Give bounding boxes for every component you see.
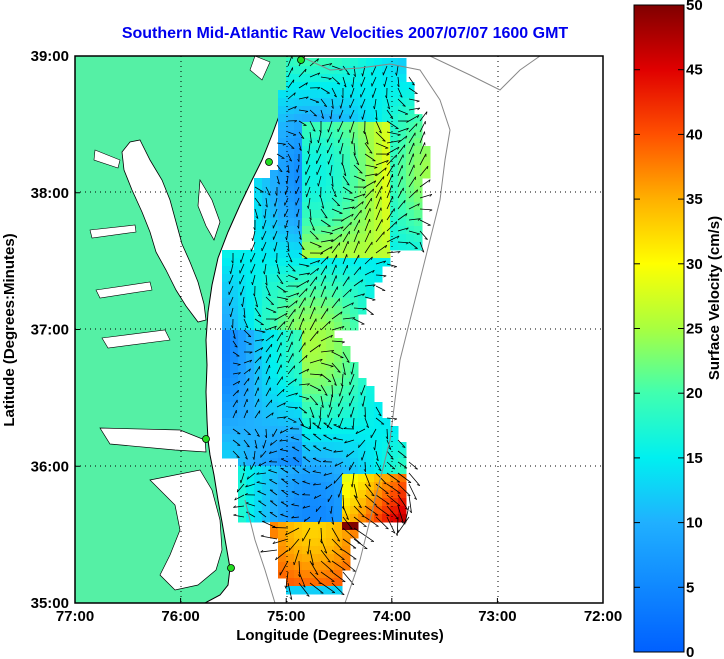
colorbar-tick-label: 0: [686, 644, 694, 659]
radar-site: [202, 435, 210, 443]
map-grid: [75, 56, 603, 603]
map-area: [75, 56, 603, 603]
y-axis-label: Latitude (Degrees:Minutes): [1, 233, 18, 426]
latitude-ticks: 39:00 38:00 37:00 36:00 35:00: [31, 48, 80, 612]
map-title: Southern Mid-Atlantic Raw Velocities 200…: [122, 25, 569, 42]
colorbar-tick-label: 45: [686, 62, 703, 79]
colorbar-gradient: [633, 4, 685, 653]
latitude-tick-label: 36:00: [31, 458, 69, 475]
radar-site: [265, 158, 273, 166]
longitude-tick-label: 77:00: [56, 608, 94, 625]
x-axis-label: Longitude (Degrees:Minutes): [236, 627, 444, 644]
colorbar-label: Surface Velocity (cm/s): [706, 216, 723, 380]
colorbar-tick-label: 30: [686, 256, 703, 273]
longitude-tick-label: 76:00: [161, 608, 199, 625]
chesapeake-bay: [121, 139, 207, 323]
colorbar-tick-label: 20: [686, 385, 703, 402]
colorbar-tick-label: 5: [686, 579, 694, 596]
albemarle-sound: [99, 427, 207, 453]
longitude-ticks: 77:00 76:00 75:00 74:00 73:00 72:00: [56, 598, 622, 625]
longitude-tick-label: 72:00: [584, 608, 622, 625]
radar-site: [227, 564, 235, 572]
colorbar: 0 5 10 15 20 25 30 35 40 45 50 Surface Velocity (c…: [633, 0, 723, 659]
colorbar-ticks: 0 5 10 15 20 25 30 35 40 45 50: [634, 0, 703, 659]
latitude-tick-label: 38:00: [31, 185, 69, 202]
latitude-tick-label: 37:00: [31, 322, 69, 339]
colorbar-tick-label: 50: [686, 0, 703, 14]
pamlico-sound: [149, 469, 223, 591]
colorbar-tick-label: 25: [686, 321, 703, 338]
colorbar-tick-label: 10: [686, 515, 703, 532]
colorbar-tick-label: 15: [686, 450, 703, 467]
bathymetry-contours: [244, 56, 541, 603]
longitude-tick-label: 73:00: [478, 608, 516, 625]
longitude-tick-label: 74:00: [373, 608, 411, 625]
colorbar-tick-label: 35: [686, 191, 703, 208]
latitude-tick-label: 39:00: [31, 48, 69, 65]
longitude-tick-label: 75:00: [267, 608, 305, 625]
latitude-tick-label: 35:00: [31, 595, 69, 612]
colorbar-tick-label: 40: [686, 126, 703, 143]
radar-site: [297, 56, 305, 64]
land-mass: [75, 56, 301, 603]
radar-sites: [202, 56, 305, 572]
